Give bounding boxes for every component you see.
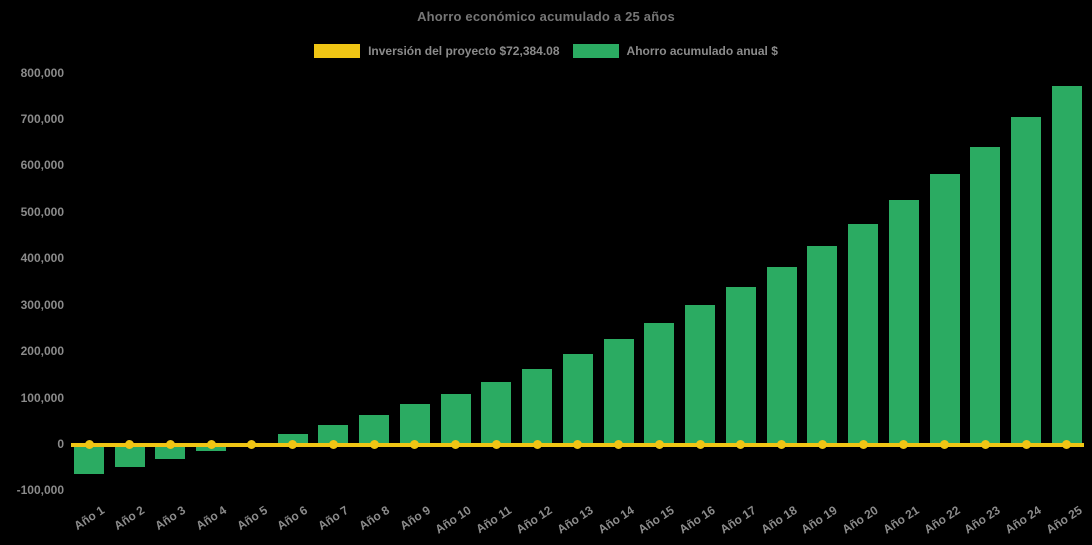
bar-anio-1[interactable] <box>74 444 104 474</box>
investment-line-point-anio-6[interactable] <box>288 440 298 449</box>
x-tick-label-anio-6: Año 6 <box>274 503 311 533</box>
investment-line-point-anio-10[interactable] <box>451 440 461 449</box>
x-tick-label-anio-1: Año 1 <box>71 503 107 533</box>
x-tick-label-anio-23: Año 23 <box>961 503 1003 537</box>
legend-item-savings[interactable]: Ahorro acumulado anual $ <box>572 44 778 58</box>
investment-line-point-anio-12[interactable] <box>532 440 542 449</box>
investment-line-point-anio-18[interactable] <box>777 440 787 449</box>
x-tick-label-anio-24: Año 24 <box>1002 503 1044 537</box>
y-tick-label: 0 <box>57 437 64 451</box>
bar-anio-21[interactable] <box>888 200 919 445</box>
investment-line-point-anio-8[interactable] <box>369 440 379 449</box>
y-tick-label: -100,000 <box>16 483 64 498</box>
y-tick-label: 400,000 <box>20 251 64 266</box>
savings-swatch <box>572 44 619 58</box>
x-tick-label-anio-15: Año 15 <box>635 503 677 537</box>
bar-anio-19[interactable] <box>807 246 838 445</box>
bar-anio-10[interactable] <box>440 394 471 445</box>
chart-title: Ahorro económico acumulado a 25 años <box>417 9 675 24</box>
investment-line-point-anio-5[interactable] <box>247 440 257 449</box>
bar-anio-8[interactable] <box>359 415 390 445</box>
investment-line-point-anio-20[interactable] <box>858 440 868 449</box>
x-tick-label-anio-10: Año 10 <box>432 503 474 537</box>
x-tick-label-anio-17: Año 17 <box>717 503 759 537</box>
bar-anio-16[interactable] <box>685 305 716 445</box>
legend-item-label: Ahorro acumulado anual $ <box>626 44 778 58</box>
x-tick-label-anio-7: Año 7 <box>315 503 352 533</box>
bar-anio-25[interactable] <box>1051 86 1082 445</box>
x-tick-label-anio-13: Año 13 <box>554 503 596 537</box>
y-tick-label: 700,000 <box>20 111 64 126</box>
investment-line-point-anio-7[interactable] <box>328 440 338 449</box>
bar-anio-7[interactable] <box>318 424 349 445</box>
y-tick-label: 500,000 <box>20 204 64 219</box>
bar-anio-23[interactable] <box>970 147 1001 445</box>
bar-anio-9[interactable] <box>399 404 430 445</box>
bar-anio-20[interactable] <box>848 224 879 445</box>
bar-anio-13[interactable] <box>562 353 593 445</box>
x-tick-label-anio-9: Año 9 <box>396 503 433 533</box>
x-tick-label-anio-20: Año 20 <box>839 503 881 537</box>
y-tick-label: 600,000 <box>20 158 64 173</box>
investment-line-point-anio-22[interactable] <box>940 440 950 449</box>
bar-anio-22[interactable] <box>929 173 960 445</box>
x-tick-label-anio-25: Año 25 <box>1043 503 1085 537</box>
y-tick-label: 100,000 <box>20 390 64 405</box>
investment-line-point-anio-4[interactable] <box>206 440 216 449</box>
x-tick-label-anio-3: Año 3 <box>152 503 189 533</box>
investment-line-point-anio-25[interactable] <box>1062 440 1072 449</box>
x-tick-label-anio-4: Año 4 <box>193 503 229 533</box>
x-tick-label-anio-14: Año 14 <box>595 503 637 537</box>
investment-line-point-anio-21[interactable] <box>899 440 909 449</box>
investment-line-point-anio-14[interactable] <box>614 440 624 449</box>
bar-anio-6[interactable] <box>277 433 308 445</box>
bar-anio-24[interactable] <box>1011 117 1042 445</box>
y-tick-label: 300,000 <box>20 297 64 312</box>
bar-anio-18[interactable] <box>766 266 797 445</box>
x-tick-label-anio-19: Año 19 <box>798 503 840 537</box>
investment-line-point-anio-16[interactable] <box>695 440 705 449</box>
investment-line-point-anio-19[interactable] <box>817 440 827 449</box>
x-tick-label-anio-5: Año 5 <box>234 503 270 533</box>
bar-anio-3[interactable] <box>155 444 186 459</box>
investment-swatch <box>314 44 361 58</box>
bar-anio-17[interactable] <box>725 287 756 445</box>
investment-line-point-anio-3[interactable] <box>165 440 175 449</box>
bar-anio-11[interactable] <box>481 381 512 445</box>
x-tick-label-anio-8: Año 8 <box>356 503 392 533</box>
investment-line-point-anio-23[interactable] <box>980 440 990 449</box>
x-tick-label-anio-12: Año 12 <box>513 503 555 537</box>
investment-line-point-anio-17[interactable] <box>736 440 746 449</box>
bar-anio-12[interactable] <box>522 368 553 445</box>
bar-anio-2[interactable] <box>114 444 145 468</box>
legend-item-label: Inversión del proyecto $72,384.08 <box>368 44 560 58</box>
x-tick-label-anio-2: Año 2 <box>111 503 148 533</box>
investment-line-point-anio-24[interactable] <box>1021 440 1031 449</box>
investment-line-point-anio-13[interactable] <box>573 440 583 449</box>
x-tick-label-anio-18: Año 18 <box>758 503 800 537</box>
y-tick-label: 200,000 <box>20 344 64 359</box>
x-tick-label-anio-22: Año 22 <box>920 503 963 537</box>
legend-item-investment[interactable]: Inversión del proyecto $72,384.08 <box>314 44 560 58</box>
investment-line-point-anio-11[interactable] <box>491 440 501 449</box>
x-tick-label-anio-21: Año 21 <box>880 503 922 537</box>
bar-anio-14[interactable] <box>603 339 634 445</box>
investment-line-point-anio-1[interactable] <box>84 440 94 449</box>
investment-line-point-anio-2[interactable] <box>125 440 135 449</box>
chart-legend: Inversión del proyecto $72,384.08 Ahorro… <box>0 44 1092 58</box>
bar-anio-15[interactable] <box>644 322 675 445</box>
y-tick-label: 800,000 <box>20 65 64 80</box>
x-tick-label-anio-16: Año 16 <box>676 503 718 537</box>
x-tick-label-anio-11: Año 11 <box>473 503 515 537</box>
investment-line-point-anio-15[interactable] <box>654 440 664 449</box>
investment-line-point-anio-9[interactable] <box>410 440 420 449</box>
